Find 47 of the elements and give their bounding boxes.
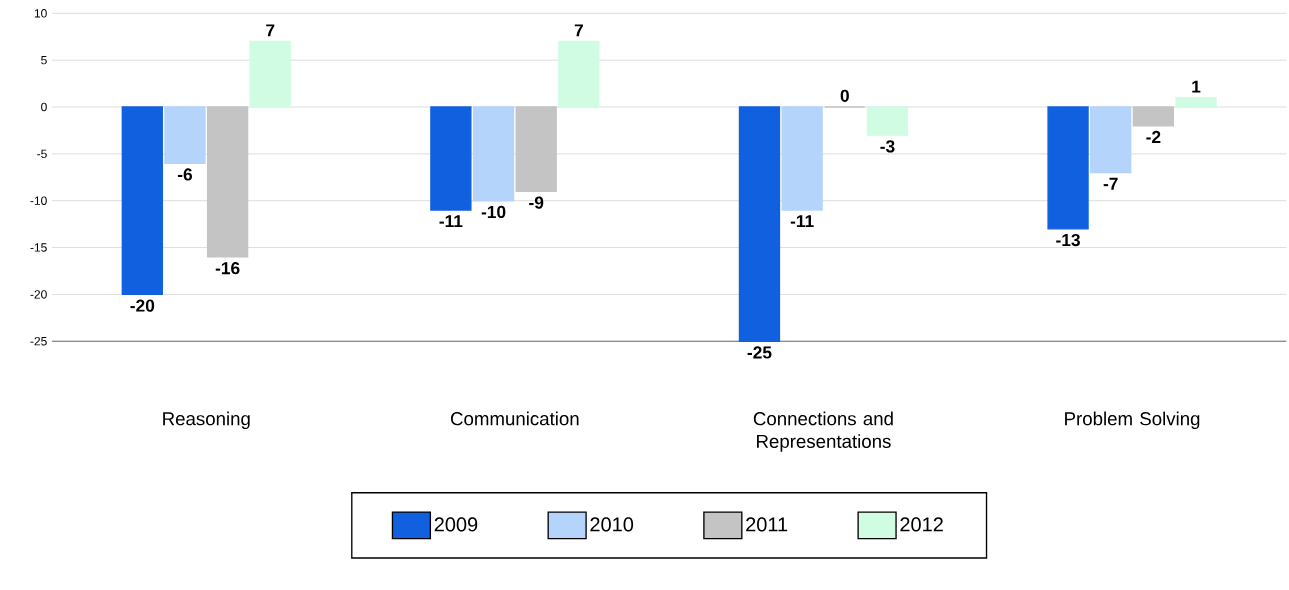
bar [121, 106, 163, 296]
bar [781, 106, 823, 211]
data-label: -11 [439, 215, 463, 228]
bar [164, 106, 206, 164]
bar [1132, 106, 1175, 127]
x-tick-label: Reasoning [163, 411, 250, 430]
y-tick-label: 5 [41, 56, 47, 65]
bar [206, 106, 249, 258]
y-tick-label: -25 [30, 337, 47, 346]
y-tick-label: -20 [30, 290, 47, 299]
x-tick-label: Connections and Representations [753, 411, 893, 452]
bar [1090, 106, 1132, 174]
data-label: 0 [840, 89, 849, 102]
bar [249, 40, 291, 108]
bar [515, 106, 557, 193]
data-label: -3 [880, 140, 895, 153]
y-tick-label: 0 [41, 102, 47, 112]
data-label: 7 [266, 24, 275, 37]
y-tick-label: -15 [30, 243, 47, 252]
data-label: -9 [529, 196, 544, 209]
data-label: -25 [747, 346, 772, 359]
x-tick-label: Problem Solving [1065, 411, 1200, 430]
bar [430, 106, 472, 211]
data-label: -2 [1146, 130, 1161, 144]
y-tick-label: 10 [34, 9, 47, 18]
bar [472, 106, 515, 202]
data-label: -6 [177, 168, 193, 181]
data-label: -7 [1103, 177, 1118, 190]
data-label: 7 [574, 24, 583, 37]
bar [1047, 106, 1089, 230]
y-tick-label: -10 [30, 196, 47, 206]
y-tick-label: -5 [37, 149, 47, 159]
data-label: 1 [1192, 80, 1201, 93]
legend-label: 2011 [746, 517, 788, 532]
data-label: -13 [1056, 234, 1080, 247]
bar [558, 40, 600, 108]
x-tick-label: Communication [450, 411, 579, 426]
legend-label: 2009 [434, 517, 478, 532]
bar [1175, 97, 1217, 108]
legend-label: 2012 [900, 517, 943, 532]
bar [738, 106, 781, 342]
data-label: -16 [215, 262, 240, 275]
data-label: -20 [130, 299, 155, 312]
data-label: -10 [481, 205, 506, 219]
legend-label: 2010 [590, 517, 634, 532]
data-label: -11 [790, 215, 814, 228]
bar [866, 106, 909, 136]
